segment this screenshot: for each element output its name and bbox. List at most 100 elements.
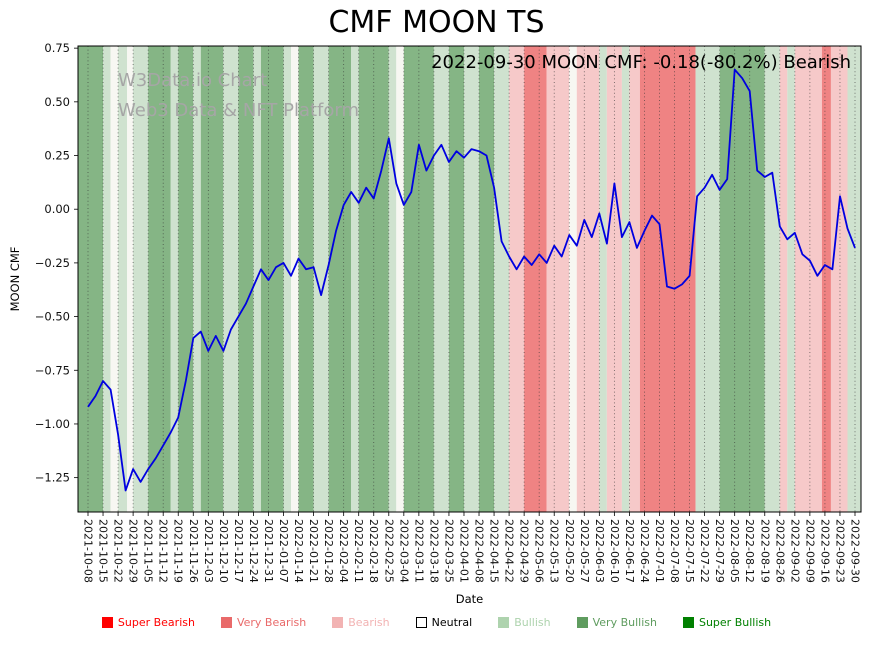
svg-text:2021-10-22: 2021-10-22 <box>112 519 125 583</box>
svg-text:2021-10-08: 2021-10-08 <box>82 519 95 583</box>
svg-text:2022-05-27: 2022-05-27 <box>578 519 591 583</box>
legend-swatch <box>576 617 588 628</box>
svg-text:2021-10-29: 2021-10-29 <box>127 519 140 583</box>
latest-value-annotation: 2022-09-30 MOON CMF: -0.18(-80.2%) Beari… <box>431 52 851 73</box>
legend-label: Super Bearish <box>117 616 195 629</box>
legend-swatch <box>220 617 232 628</box>
band-very_bullish <box>298 46 314 512</box>
svg-text:−1.00: −1.00 <box>35 417 70 431</box>
svg-text:2022-09-16: 2022-09-16 <box>818 519 831 583</box>
cmf-line <box>87 68 856 492</box>
band-neutral <box>127 46 134 512</box>
svg-text:2022-02-18: 2022-02-18 <box>367 519 380 583</box>
svg-text:2021-12-31: 2021-12-31 <box>262 519 275 583</box>
legend-label: Bullish <box>514 616 551 629</box>
legend-swatch <box>332 617 344 628</box>
svg-text:0.00: 0.00 <box>44 202 70 216</box>
band-bullish <box>599 46 607 512</box>
band-very_bullish <box>719 46 765 512</box>
band-neutral <box>569 46 577 512</box>
svg-text:0.50: 0.50 <box>44 95 70 109</box>
svg-text:2022-08-05: 2022-08-05 <box>728 519 741 583</box>
svg-text:2022-09-02: 2022-09-02 <box>788 519 801 583</box>
band-bullish <box>621 46 630 512</box>
band-bearish <box>606 46 622 512</box>
svg-text:2022-08-19: 2022-08-19 <box>758 519 771 583</box>
band-bullish <box>118 46 128 512</box>
svg-text:2022-06-24: 2022-06-24 <box>638 519 651 583</box>
svg-text:2022-01-28: 2022-01-28 <box>322 519 335 583</box>
legend-item-bullish: Bullish <box>498 616 551 629</box>
svg-text:2022-01-14: 2022-01-14 <box>292 519 305 583</box>
band-bullish <box>764 46 780 512</box>
svg-text:2022-04-15: 2022-04-15 <box>488 519 501 583</box>
band-neutral <box>396 46 404 512</box>
legend-item-neutral: Neutral <box>415 616 473 629</box>
svg-text:2022-09-09: 2022-09-09 <box>803 519 816 583</box>
svg-text:2022-06-03: 2022-06-03 <box>593 519 606 583</box>
svg-text:2021-11-12: 2021-11-12 <box>157 519 170 583</box>
band-bullish <box>193 46 201 512</box>
band-bearish <box>509 46 525 512</box>
band-bearish <box>629 46 640 512</box>
band-bullish <box>223 46 239 512</box>
legend-item-bearish: Bearish <box>332 616 390 629</box>
band-bearish <box>546 46 570 512</box>
band-bullish <box>847 46 861 512</box>
x-axis-label: Date <box>455 592 484 606</box>
svg-text:2022-06-10: 2022-06-10 <box>608 519 621 583</box>
svg-text:−0.75: −0.75 <box>35 363 70 377</box>
legend-label: Bearish <box>348 616 390 629</box>
svg-text:2021-10-15: 2021-10-15 <box>97 519 110 583</box>
svg-text:2022-04-22: 2022-04-22 <box>503 519 516 583</box>
svg-text:2022-07-22: 2022-07-22 <box>698 519 711 583</box>
band-very_bullish <box>403 46 434 512</box>
band-bearish <box>830 46 848 512</box>
svg-text:2022-07-29: 2022-07-29 <box>713 519 726 583</box>
band-bearish <box>794 46 822 512</box>
svg-text:2022-02-25: 2022-02-25 <box>382 519 395 583</box>
chart-title: CMF MOON TS <box>328 5 545 40</box>
legend-item-very-bullish: Very Bullish <box>576 616 657 629</box>
legend-swatch <box>682 617 694 628</box>
svg-text:2022-04-29: 2022-04-29 <box>518 519 531 583</box>
svg-text:−1.25: −1.25 <box>35 471 70 485</box>
svg-text:2022-02-11: 2022-02-11 <box>352 519 365 583</box>
band-bullish <box>313 46 329 512</box>
legend-swatch <box>498 617 510 628</box>
band-bearish <box>779 46 788 512</box>
legend-item-super-bullish: Super Bullish <box>682 616 772 629</box>
band-bullish <box>494 46 510 512</box>
svg-text:2022-05-06: 2022-05-06 <box>533 519 546 583</box>
band-neutral <box>110 46 119 512</box>
svg-text:2022-01-07: 2022-01-07 <box>277 519 290 583</box>
y-axis-label: MOON CMF <box>8 246 22 312</box>
band-very_bullish <box>78 46 104 512</box>
svg-text:2021-12-24: 2021-12-24 <box>247 519 260 583</box>
y-axis-ticks: 0.75 0.50 0.25 0.00 −0.25 −0.50 −0.75 −1.00 −1.2… <box>35 41 78 485</box>
svg-text:2022-03-18: 2022-03-18 <box>427 519 440 583</box>
svg-text:2022-07-01: 2022-07-01 <box>653 519 666 583</box>
legend-label: Super Bullish <box>698 616 772 629</box>
band-bullish <box>463 46 480 512</box>
band-bullish <box>388 46 397 512</box>
band-bullish <box>787 46 795 512</box>
svg-text:2021-11-19: 2021-11-19 <box>172 519 185 583</box>
band-very_bullish <box>178 46 194 512</box>
plot-border <box>77 45 862 513</box>
band-very_bullish <box>260 46 284 512</box>
svg-text:2022-04-01: 2022-04-01 <box>457 519 470 583</box>
band-very_bullish <box>148 46 171 512</box>
legend: Super Bearish Very Bearish Bearish Neutral B… <box>0 616 873 629</box>
band-bullish <box>170 46 179 512</box>
svg-text:2022-01-21: 2022-01-21 <box>307 519 320 583</box>
band-bullish <box>351 46 359 512</box>
legend-label: Neutral <box>431 616 473 629</box>
band-very_bullish <box>479 46 495 512</box>
band-very_bullish <box>200 46 224 512</box>
band-very_bearish <box>524 46 547 512</box>
band-very_bullish <box>328 46 352 512</box>
svg-text:2021-12-17: 2021-12-17 <box>232 519 245 583</box>
x-axis-ticks: 2021-10-08 2021-10-15 2021-10-22 2021-10-29… <box>82 512 862 583</box>
